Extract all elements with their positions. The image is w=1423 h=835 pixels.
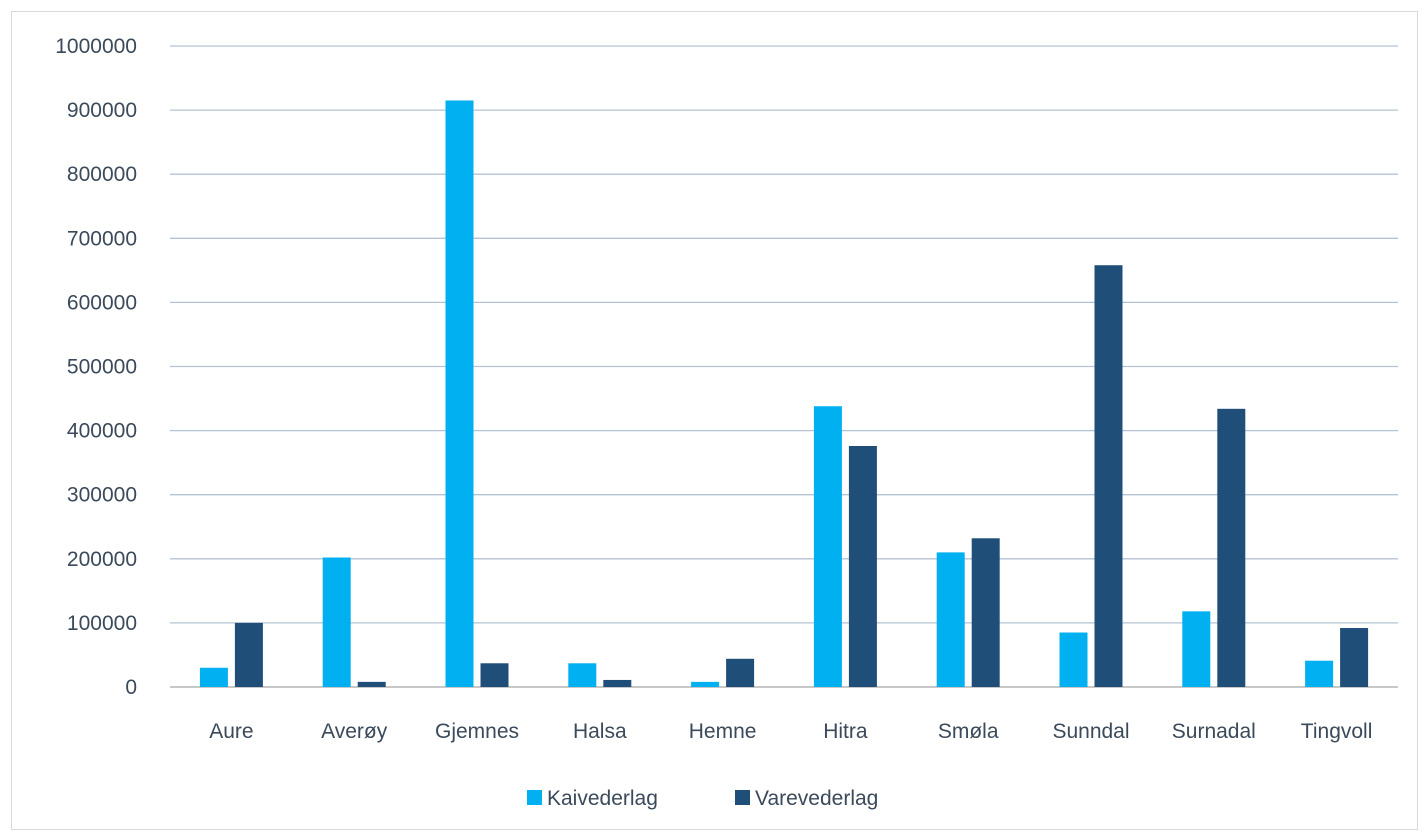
bar-kaivederlag-averøy [322,557,351,687]
x-category-label: Gjemnes [435,720,519,743]
bar-kaivederlag-aure [199,667,228,687]
x-category-label: Hemne [689,720,757,743]
bar-varevederlag-hitra [848,445,877,687]
y-tick-label: 500000 [67,356,137,379]
y-tick-label: 0 [125,676,137,699]
bar-kaivederlag-smøla [936,552,965,687]
y-tick-label: 1000000 [55,35,137,58]
legend: Kaivederlag Varevederlag [527,787,878,810]
y-tick-label: 600000 [67,291,137,314]
gridlines [170,45,1398,688]
y-tick-label: 400000 [67,420,137,443]
y-tick-label: 900000 [67,99,137,122]
y-tick-label: 700000 [67,227,137,250]
bar-kaivederlag-surnadal [1182,611,1211,687]
bars [199,100,1369,688]
x-category-label: Surnadal [1172,720,1256,743]
bar-varevederlag-averøy [357,681,386,687]
y-tick-label: 800000 [67,163,137,186]
x-category-label: Sunndal [1052,720,1129,743]
y-tick-label: 300000 [67,484,137,507]
bar-kaivederlag-tingvoll [1305,660,1334,687]
bar-varevederlag-tingvoll [1340,628,1369,687]
bar-varevederlag-aure [234,622,263,687]
bar-varevederlag-sunndal [1094,265,1123,687]
legend-label-varevederlag: Varevederlag [755,787,878,810]
bar-kaivederlag-gjemnes [445,100,474,688]
bar-kaivederlag-hemne [691,681,720,687]
x-category-label: Aure [209,720,253,743]
x-category-label: Averøy [321,720,388,743]
x-axis-category-labels: Aure Averøy Gjemnes Halsa Hemne Hitra Smøla Sun… [209,720,1372,743]
legend-swatch-varevederlag [735,790,750,805]
bar-kaivederlag-sunndal [1059,632,1088,687]
bar-kaivederlag-halsa [568,663,597,687]
bar-varevederlag-surnadal [1217,408,1246,687]
x-category-label: Smøla [938,720,999,743]
bar-kaivederlag-hitra [813,406,842,687]
y-tick-label: 100000 [67,612,137,635]
legend-swatch-kaivederlag [527,790,542,805]
bar-varevederlag-hemne [726,658,755,687]
x-category-label: Hitra [823,720,868,743]
y-tick-label: 200000 [67,548,137,571]
y-axis-tick-labels: 0 100000 200000 300000 400000 500000 600000 700… [55,35,137,699]
x-category-label: Halsa [573,720,627,743]
bar-varevederlag-halsa [603,679,632,687]
x-category-label: Tingvoll [1301,720,1373,743]
chart-frame [11,11,1418,830]
bar-varevederlag-smøla [971,538,1000,687]
bar-varevederlag-gjemnes [480,663,509,687]
legend-label-kaivederlag: Kaivederlag [547,787,658,810]
